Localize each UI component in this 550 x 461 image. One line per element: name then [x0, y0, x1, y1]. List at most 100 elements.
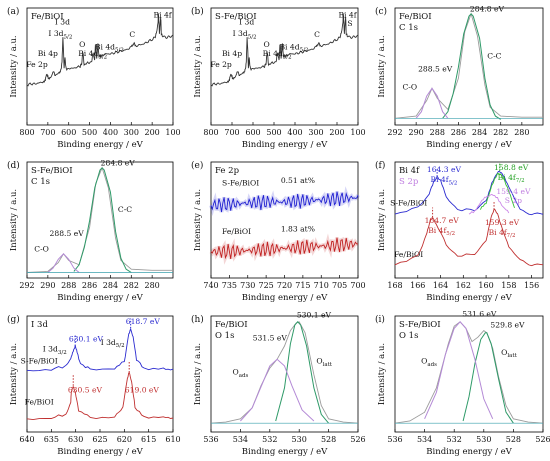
x-tick-label: 292	[19, 281, 34, 290]
annotation: S-Fe/BiOI	[222, 178, 259, 187]
plot-frame	[394, 315, 544, 433]
panel-title: Fe 2p	[215, 166, 240, 176]
x-tick-label: 288	[61, 281, 76, 290]
annotation-main: Bi 4d	[279, 42, 299, 51]
annotation: S-Fe/BiOI	[21, 357, 58, 366]
x-tick-label: 400	[103, 128, 118, 137]
annotation: 618.7 eV	[126, 317, 161, 326]
series-line-fit-C-O	[415, 87, 449, 119]
x-tick-label: 288	[430, 128, 445, 137]
x-tick-label: 800	[203, 128, 218, 137]
annotation: Fe/BiOI	[222, 227, 251, 236]
plot-frame	[26, 315, 174, 433]
annotation: 630.5 eV	[68, 385, 103, 394]
panel-letter: (c)	[375, 6, 387, 17]
annotation-main: I 3d	[101, 338, 116, 347]
annotation: Bi 4f	[154, 11, 173, 20]
x-tick-label: 730	[240, 281, 255, 290]
x-tick-label: 282	[493, 128, 508, 137]
panel-letter: (d)	[7, 160, 20, 171]
x-tick-label: 530	[292, 435, 307, 444]
series-line-S-Fe/BiOI	[210, 191, 359, 213]
annotation: 619.0 eV	[125, 385, 160, 394]
series-line-fit-O-ads	[240, 358, 315, 422]
x-tick-label: 610	[165, 435, 180, 444]
series-line-fit-C-O	[47, 253, 80, 273]
x-tick-label: 620	[117, 435, 132, 444]
x-tick-label: 280	[514, 128, 529, 137]
annotation: C-O	[34, 245, 49, 254]
x-tick-label: 286	[82, 281, 97, 290]
panel-letter: (e)	[191, 160, 203, 171]
annotation: I 3d	[55, 17, 70, 26]
annotation-sub: latt	[507, 353, 517, 359]
annotation: I 3d3/2	[43, 345, 67, 356]
series-line-S-Fe/BiOI	[26, 328, 174, 372]
annotation: 531.5 eV	[253, 334, 288, 343]
x-tick-label: 715	[295, 281, 310, 290]
x-tick-label: 532	[447, 435, 462, 444]
annotation-main: O	[316, 357, 322, 366]
x-tick-label: 164	[433, 281, 448, 290]
annotation: Bi 4d3/2	[78, 49, 107, 60]
series-line-Bi 4f7/2 fit	[479, 172, 515, 210]
x-tick-label: 725	[258, 281, 273, 290]
series-line-spectrum	[26, 13, 173, 87]
annotation: Fe 2p	[210, 60, 232, 69]
y-axis-label: Intensity / a.u.	[9, 343, 19, 405]
x-tick-label: 740	[203, 281, 218, 290]
annotation: 288.5 eV	[50, 229, 85, 238]
panel-title: S-Fe/BiOI	[215, 12, 257, 22]
x-tick-label: 532	[262, 435, 277, 444]
series-line-Fe/BiOI	[26, 371, 174, 421]
panel-subtitle: C 1s	[31, 177, 50, 187]
x-tick-label: 700	[40, 128, 55, 137]
annotation-sub: 5/2	[300, 48, 309, 54]
annotation: Olatt	[501, 348, 517, 359]
annotation: I 3d	[239, 17, 254, 26]
annotation: 284.8 eV	[470, 5, 505, 14]
series-line-raw	[394, 321, 544, 424]
x-tick-label: 162	[456, 281, 471, 290]
x-tick-label: 528	[321, 435, 336, 444]
annotation-main: Bi 4d	[78, 49, 98, 58]
plot-frame	[210, 7, 359, 126]
annotation: 288.5 eV	[418, 65, 453, 74]
x-tick-label: 705	[332, 281, 347, 290]
panel-title: S-Fe/BiOI	[399, 320, 441, 330]
annotation-main: O	[501, 348, 507, 357]
y-axis-label: Intensity / a.u.	[377, 343, 387, 405]
panel-b: 800 700 600 500 400 300 200 100 Binding energy /…	[191, 6, 366, 150]
plot-frame	[26, 161, 174, 279]
x-tick-label: 282	[124, 281, 139, 290]
x-tick-label: 625	[92, 435, 107, 444]
x-tick-label: 526	[535, 435, 550, 444]
annotation-main: I 3d	[43, 345, 58, 354]
annotation-main: O	[421, 357, 427, 366]
annotation: S	[347, 19, 352, 28]
annotation: O	[79, 40, 85, 49]
annotation-sub: ads	[427, 362, 437, 368]
annotation-sub: 5/2	[446, 231, 455, 237]
annotation-sub: latt	[323, 362, 333, 368]
annotation-sub: 5/2	[115, 48, 124, 54]
x-tick-label: 500	[82, 128, 97, 137]
y-axis-label: Intensity / a.u.	[193, 35, 203, 97]
annotation: S-Fe/BiOI	[390, 198, 427, 207]
annotation: C-O	[402, 82, 417, 91]
series-line-Fe/BiOI	[394, 208, 544, 267]
x-tick-label: 100	[165, 128, 180, 137]
annotation: I 3d5/2	[101, 338, 125, 349]
annotation: Bi 4d5/2	[95, 42, 124, 53]
annotation: 531.6 eV	[462, 309, 497, 318]
x-tick-label: 292	[387, 128, 402, 137]
panel-subtitle: O 1s	[399, 331, 418, 341]
annotation: Bi 4f5/2	[428, 226, 455, 237]
panel-title: Fe/BiOI	[399, 12, 432, 22]
x-tick-label: 284	[103, 281, 118, 290]
x-tick-label: 630	[68, 435, 83, 444]
annotation: C-C	[118, 205, 132, 214]
x-tick-label: 158	[501, 281, 516, 290]
annotation-sub: 5/2	[248, 34, 257, 40]
